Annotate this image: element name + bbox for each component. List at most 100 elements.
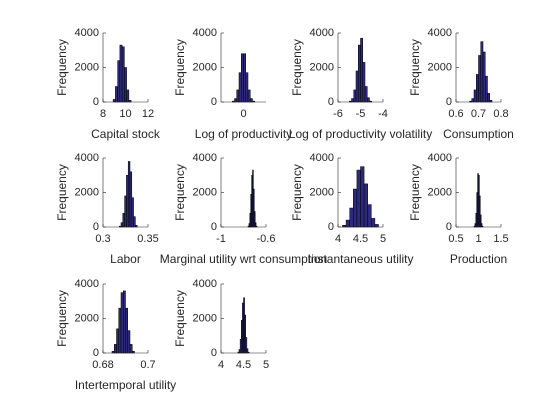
y-axis-label: Frequency [55,39,69,96]
histogram-bar [360,37,363,103]
x-tick-label: -1 [216,233,226,245]
histogram-bar [127,330,131,354]
y-axis-label: Frequency [55,290,69,347]
histogram-bar [124,195,127,228]
histogram-bar [360,166,365,228]
x-tick-label: -6 [333,108,343,120]
x-axis-label: Marginal utility wrt consumption [160,252,327,266]
x-tick-label: 1.5 [493,233,508,245]
y-tick-label: 0 [328,96,334,108]
histogram-bar [238,72,242,103]
histogram-bar [131,197,134,228]
y-axis-label: Frequency [173,164,187,221]
y-tick-label: 2000 [428,186,452,198]
histogram-bar [367,204,372,228]
histogram-bar [120,222,124,228]
histogram-bar [122,212,125,228]
histogram-bar [123,290,126,354]
histogram-bar [487,93,490,103]
y-tick-label: 0 [446,221,452,233]
histogram-bar [241,53,244,103]
histogram-bar [355,70,359,103]
y-tick-label: 4000 [75,27,99,39]
y-axis-label: Frequency [55,164,69,221]
x-tick-label: 5 [380,233,386,245]
histogram-bar [363,183,368,228]
histogram-bar [356,169,361,228]
y-tick-label: 2000 [193,186,217,198]
y-tick-label: 2000 [75,312,99,324]
histogram-bar [247,89,251,103]
histogram-bar [345,219,350,228]
y-tick-label: 4000 [428,27,452,39]
y-tick-label: 4000 [193,27,217,39]
x-tick-label: 0.68 [92,359,113,371]
x-tick-label: 10 [119,108,131,120]
histogram-bar [125,307,128,354]
y-tick-label: 0 [93,221,99,233]
histogram-bar [480,41,484,103]
histogram-bar [349,207,354,228]
histogram-bar [118,307,122,354]
y-axis-label: Frequency [290,164,304,221]
y-tick-label: 4000 [75,152,99,164]
y-tick-label: 2000 [193,61,217,73]
histogram-bar [476,74,479,103]
y-tick-label: 4000 [75,278,99,290]
histogram-bar [126,175,129,228]
y-axis-label: Frequency [408,39,422,96]
y-tick-label: 2000 [310,61,334,73]
histogram-bar [129,344,133,354]
y-axis-label: Frequency [408,164,422,221]
histogram-bar [471,98,475,103]
y-tick-label: 4000 [193,278,217,290]
x-tick-label: -0.6 [257,233,276,245]
histogram-bar [234,98,237,103]
x-tick-label: 0.6 [448,108,463,120]
histogram-bar [358,44,361,103]
histogram-bar [119,44,123,103]
x-tick-label: 4.5 [353,233,368,245]
y-axis-label: Frequency [173,290,187,347]
x-tick-label: 4.5 [236,359,251,371]
y-tick-label: 2000 [75,61,99,73]
y-tick-label: 0 [211,96,217,108]
histogram-bar [121,46,125,103]
y-tick-label: 0 [93,347,99,359]
histogram-bar [482,51,486,103]
histogram-bar [245,72,249,103]
y-tick-label: 0 [328,221,334,233]
y-tick-label: 4000 [310,152,334,164]
x-tick-label: 0 [240,108,246,120]
x-tick-label: 8 [100,108,106,120]
histogram-bar [371,218,376,228]
x-tick-label: -5 [356,108,366,120]
histogram-bar [485,75,488,103]
y-tick-label: 4000 [310,27,334,39]
x-tick-label: 0.3 [95,233,110,245]
y-tick-label: 0 [93,96,99,108]
x-tick-label: 12 [142,108,154,120]
histogram-bar [374,224,379,228]
y-tick-label: 4000 [428,152,452,164]
histogram-bar [362,62,366,103]
x-axis-label: Instantaneous utility [307,252,413,266]
y-tick-label: 2000 [310,186,334,198]
x-tick-label: -4 [378,108,388,120]
histogram-bar [117,60,121,103]
y-axis-label: Frequency [173,39,187,96]
x-axis-label: Labor [110,252,141,266]
x-axis-label: Capital stock [91,127,161,141]
histogram-bar [478,55,481,103]
histogram-bar [236,89,240,103]
y-tick-label: 2000 [75,186,99,198]
histogram-bar [133,216,136,228]
histogram-bar [126,89,130,103]
histogram-bar [115,86,118,103]
histogram-bar [124,67,127,103]
y-axis-label: Frequency [290,39,304,96]
x-axis-label: Consumption [443,127,514,141]
histogram-bar [473,89,477,103]
y-tick-label: 0 [211,347,217,359]
x-axis-label: Log of productivity [195,127,292,141]
